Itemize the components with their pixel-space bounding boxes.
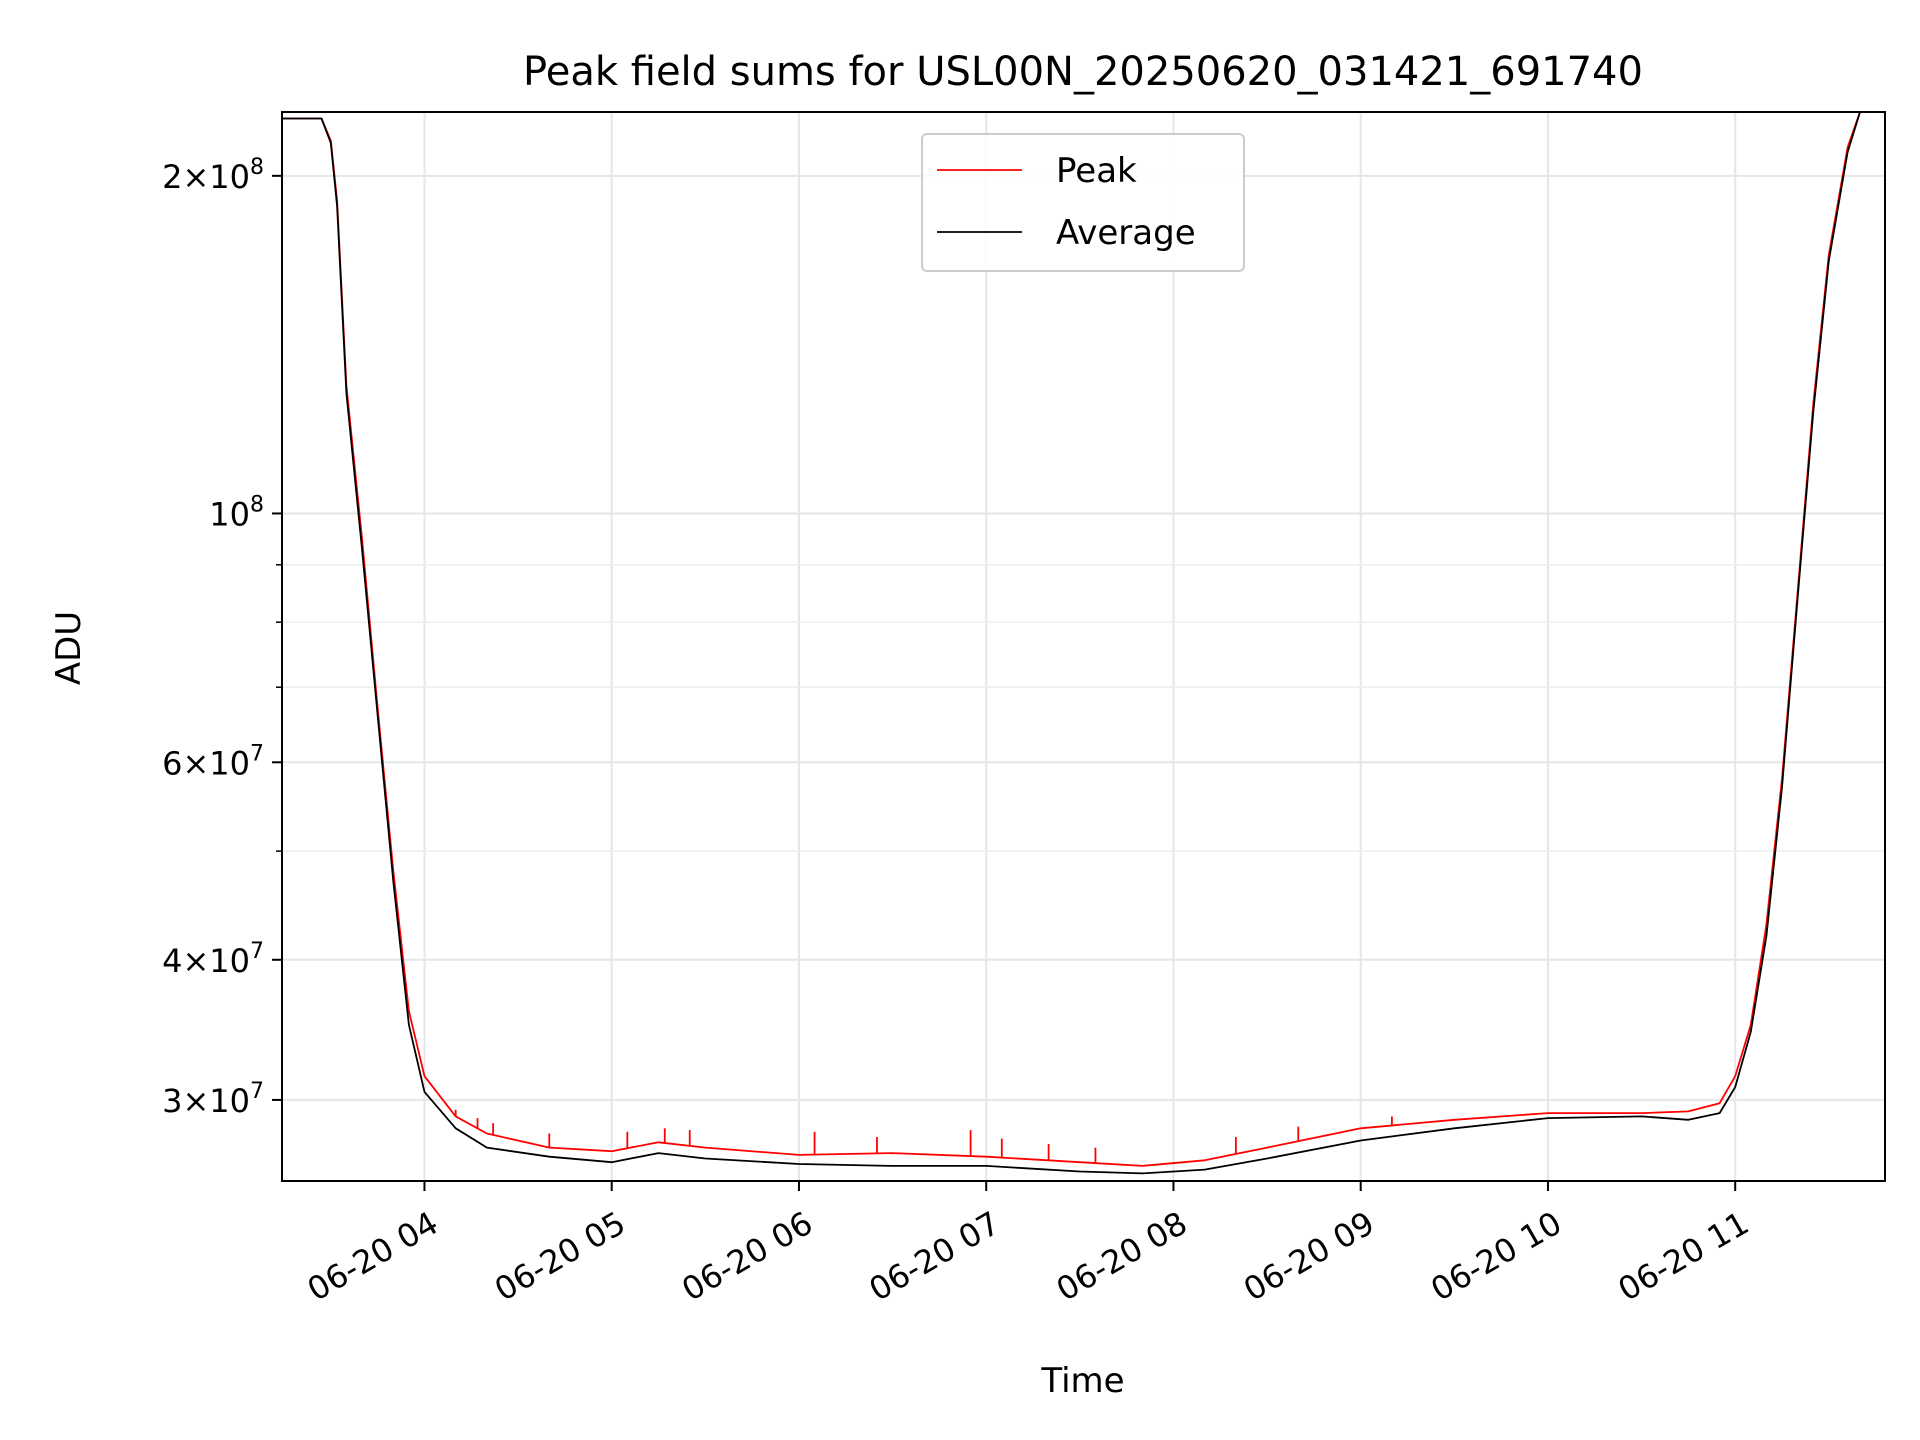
series-layer [282,112,1861,1175]
legend-label-peak: Peak [1056,151,1137,191]
y-tick-label: 108 [209,492,264,533]
y-tick-label: 2×108 [162,155,264,196]
y-axis: 2×108 108 6×107 4×107 3×107 [162,155,282,1120]
plot-frame [281,111,1886,1182]
x-axis-label: Time [1040,1361,1124,1401]
y-tick-label: 4×107 [162,939,264,980]
y-tick-label: 6×107 [162,741,264,782]
series-line-average [282,112,1861,1175]
legend: Peak Average [921,133,1245,272]
y-tick-label: 3×107 [162,1079,264,1120]
chart-title: Peak field sums for USL00N_20250620_0314… [523,49,1643,95]
grid-lines [282,112,1885,1181]
legend-box [921,133,1245,272]
legend-label-average: Average [1056,213,1196,253]
y-axis-label: ADU [49,611,89,685]
